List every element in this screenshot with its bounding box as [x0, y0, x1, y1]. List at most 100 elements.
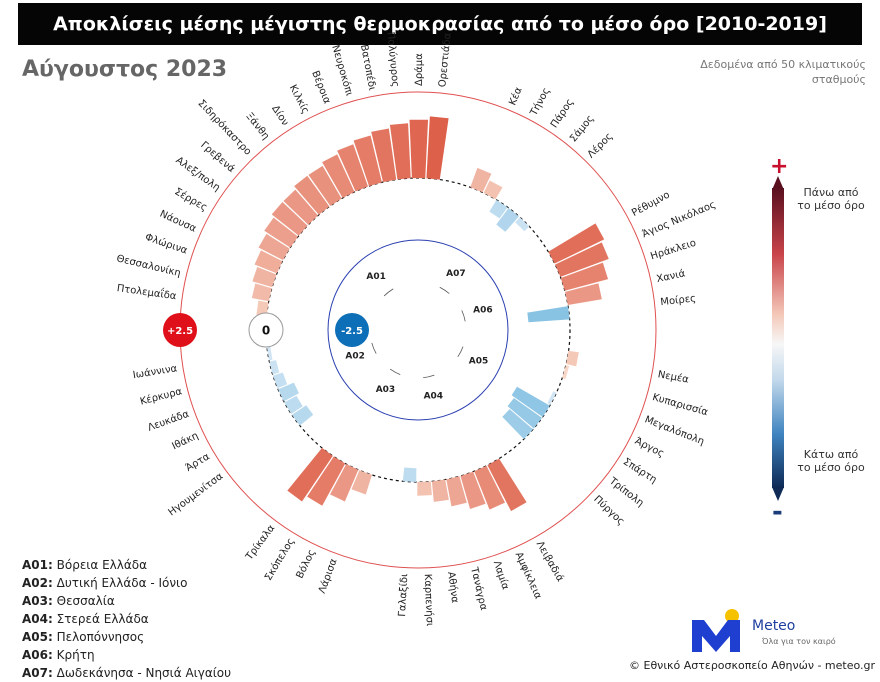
station-label: Κέα — [506, 85, 524, 107]
station-bar — [330, 464, 359, 502]
station-bar — [555, 242, 609, 277]
station-label: Λαμία — [491, 559, 512, 591]
region-label: A06 — [473, 305, 493, 315]
region-arc — [423, 374, 435, 379]
region-label: A03 — [376, 385, 396, 395]
station-label: Κυπαρισσία — [651, 391, 710, 418]
station-bar — [353, 135, 382, 187]
station-bar — [515, 217, 530, 232]
station-bar — [251, 283, 272, 302]
station-bar — [502, 409, 534, 440]
station-bar — [496, 207, 519, 232]
ring-value-label: 0 — [262, 324, 270, 338]
station-label: Λευκάδα — [146, 408, 191, 434]
ring-value-label: +2.5 — [167, 326, 193, 337]
station-bar — [547, 391, 557, 405]
station-label: Σέρρες — [172, 186, 209, 214]
data-note: Δεδομένα από 50 κλιματικούς σταθμούς — [700, 58, 866, 86]
station-bar — [337, 144, 368, 192]
region-arc — [371, 342, 377, 354]
station-label: Τήνος — [527, 86, 552, 119]
station-bar — [483, 180, 503, 200]
region-arc — [457, 346, 464, 358]
station-label: Κέρκυρα — [139, 385, 184, 407]
region-arc — [389, 368, 401, 375]
region-label: A01 — [366, 272, 386, 282]
station-bar — [565, 283, 602, 305]
station-label: Ρέθυμνο — [630, 189, 672, 219]
station-bar — [284, 395, 303, 414]
copyright: © Εθνικό Αστεροσκοπείο Αθηνών - meteo.gr — [629, 659, 876, 672]
station-label: Θεσσαλονίκη — [115, 252, 182, 279]
station-bar — [470, 167, 492, 193]
region-arc — [461, 310, 466, 322]
colorbar-bottom-tip — [772, 487, 784, 501]
ring-value-label: -2.5 — [341, 326, 363, 337]
chart-subtitle: Αύγουστος 2023 — [22, 57, 228, 82]
station-label: Αθήνα — [445, 571, 461, 604]
station-bar — [266, 346, 273, 361]
station-label: Βατοπέδι — [358, 43, 379, 92]
station-label: Τρίκαλα — [243, 522, 278, 563]
station-label: Λάρισα — [316, 557, 340, 595]
station-bar — [548, 223, 605, 264]
station-bar — [322, 154, 355, 199]
station-bar — [527, 306, 570, 323]
station-bar — [426, 116, 449, 180]
station-label: Τανάγρα — [468, 565, 490, 612]
station-label: Φλώρινα — [144, 231, 190, 257]
legend-item: A04: Στερεά Ελλάδα — [22, 612, 149, 626]
legend-item: A01: Βόρεια Ελλάδα — [22, 558, 148, 572]
station-bar — [256, 300, 269, 316]
station-label: Σάμος — [567, 113, 596, 145]
station-bar — [560, 262, 609, 291]
region-label: A05 — [469, 356, 489, 366]
station-label: Πύργος — [591, 493, 627, 528]
station-label: Τρίπολη — [606, 474, 646, 509]
station-label: Ξάνθη — [243, 110, 272, 142]
station-bar — [460, 471, 486, 509]
meteo-logo-icon — [692, 609, 740, 652]
station-bar — [273, 372, 288, 389]
station-bar — [402, 467, 417, 482]
station-label: Γρεβενά — [198, 139, 237, 175]
station-bar — [252, 266, 277, 288]
station-bar — [283, 189, 318, 225]
station-bar — [278, 382, 299, 402]
station-bar — [511, 386, 550, 417]
station-bar — [489, 199, 508, 219]
station-label: Γαλαξίδι — [396, 573, 410, 617]
legend-item: A05: Πελοπόννησος — [22, 630, 145, 644]
station-label: Ηράκλειο — [649, 237, 698, 263]
station-bar — [307, 456, 346, 506]
station-bar — [271, 202, 308, 236]
station-label: Άργος — [633, 435, 666, 460]
station-bar — [562, 365, 570, 380]
station-label: Δράμα — [413, 53, 425, 86]
station-bar — [294, 175, 330, 215]
station-label: Νάουσα — [158, 208, 199, 235]
station-label: Ιθάκη — [170, 430, 200, 453]
station-bar — [446, 476, 467, 507]
station-label: Σπάρτη — [621, 456, 659, 486]
station-bar — [308, 165, 342, 206]
station-bar — [507, 398, 543, 429]
station-bar — [258, 233, 290, 261]
legend-item: A03: Θεσσαλία — [22, 594, 115, 608]
region-legend: A01: Βόρεια Ελλάδα A02: Δυτική Ελλάδα - … — [22, 556, 231, 682]
region-label: A04 — [424, 392, 444, 402]
page-title: Αποκλίσεις μέσης μέγιστης θερμοκρασίας α… — [18, 3, 862, 45]
station-label: Νεμέα — [657, 368, 690, 386]
station-label: Πτολεμαΐδα — [116, 280, 178, 302]
station-label: Δίον — [269, 103, 291, 128]
station-label: Χανιά — [655, 267, 686, 285]
ring-value-marker — [163, 313, 197, 347]
station-bar — [566, 350, 579, 367]
legend-item: A06: Κρήτη — [22, 648, 95, 662]
station-label: Ορεστιάδα — [436, 32, 453, 88]
station-label: Καρπενήσι — [422, 574, 436, 628]
region-label: A02 — [345, 352, 365, 362]
colorbar — [772, 188, 784, 488]
station-label: Βέροια — [309, 69, 333, 106]
colorbar-top-tip — [772, 176, 784, 190]
